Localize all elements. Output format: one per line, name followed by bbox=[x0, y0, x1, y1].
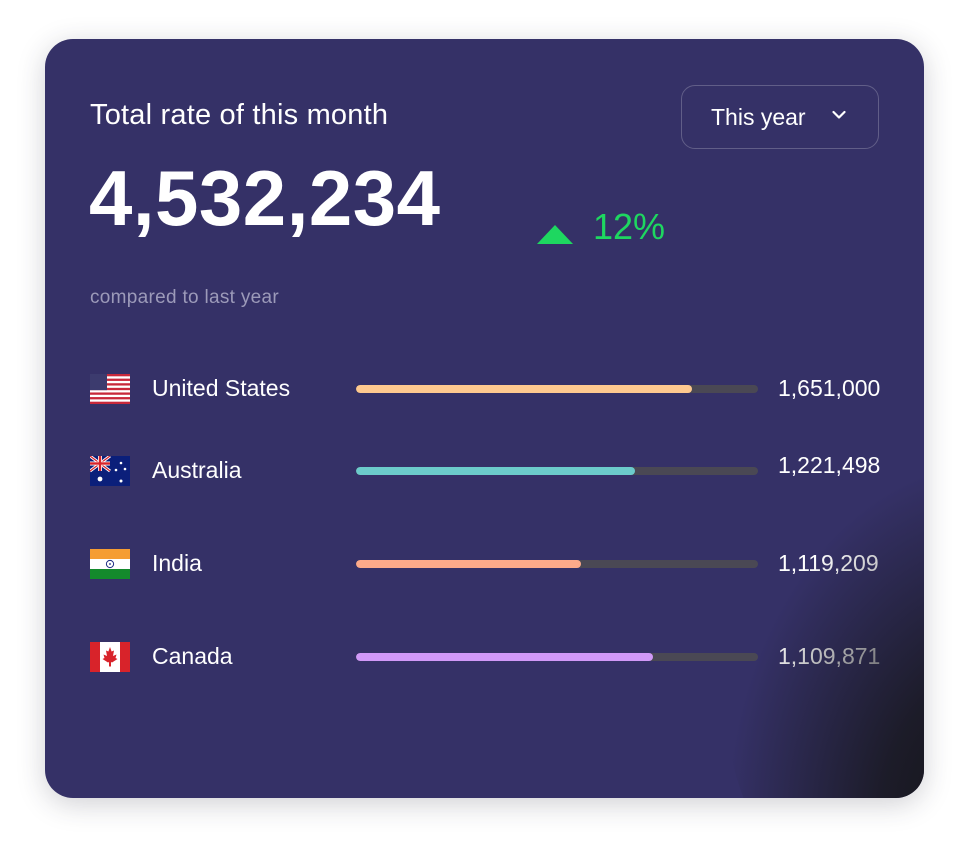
india-flag-icon bbox=[90, 549, 130, 579]
comparison-label: compared to last year bbox=[90, 287, 279, 308]
canada-flag-icon bbox=[90, 642, 130, 672]
country-name: United States bbox=[152, 375, 291, 401]
progress-track bbox=[356, 560, 758, 568]
progress-fill bbox=[356, 385, 692, 393]
country-name: India bbox=[152, 550, 202, 576]
card-title: Total rate of this month bbox=[90, 99, 389, 131]
rate-card: Total rate of this month This year 4,532… bbox=[45, 39, 924, 798]
progress-track bbox=[356, 653, 758, 661]
country-value: 1,119,209 bbox=[778, 550, 879, 576]
country-name: Canada bbox=[152, 643, 233, 669]
country-value: 1,221,498 bbox=[778, 452, 881, 478]
period-dropdown-label: This year bbox=[711, 103, 806, 130]
total-rate-value: 4,532,234 bbox=[89, 154, 441, 242]
trend-percentage: 12% bbox=[593, 206, 666, 247]
country-value: 1,651,000 bbox=[778, 375, 881, 401]
country-row-canada: Canada 1,109,871 bbox=[90, 640, 890, 674]
progress-track bbox=[356, 385, 758, 393]
progress-fill bbox=[356, 653, 654, 661]
triangle-up-icon bbox=[537, 225, 573, 244]
country-name: Australia bbox=[152, 457, 242, 483]
chevron-down-icon bbox=[832, 110, 846, 119]
progress-fill bbox=[356, 560, 582, 568]
country-row-india: India 1,119,209 bbox=[90, 547, 890, 581]
progress-track bbox=[356, 467, 758, 475]
country-row-united-states: United States 1,651,000 bbox=[90, 372, 890, 406]
us-flag-icon bbox=[90, 374, 130, 404]
period-dropdown[interactable]: This year bbox=[681, 85, 879, 149]
progress-fill bbox=[356, 467, 636, 475]
country-value: 1,109,871 bbox=[778, 643, 881, 669]
australia-flag-icon bbox=[90, 456, 130, 486]
country-row-australia: Australia 1,221,498 bbox=[90, 452, 890, 488]
